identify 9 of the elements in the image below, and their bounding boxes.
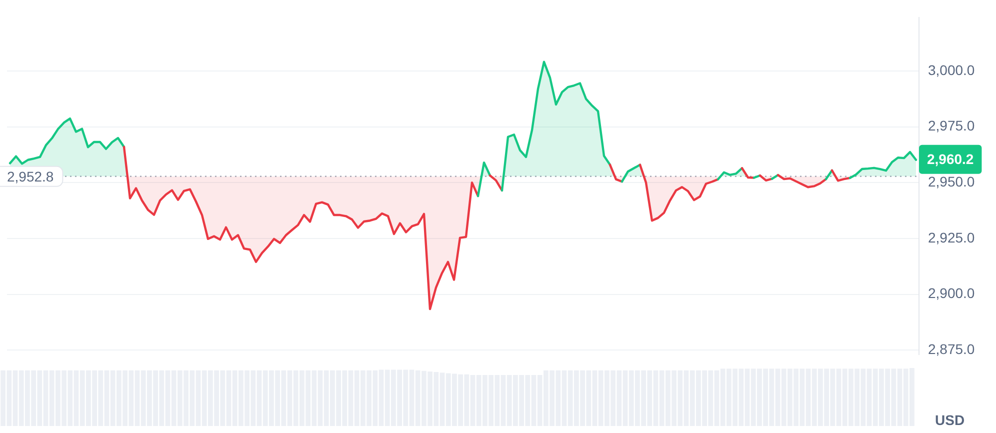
y-tick-label: 2,975.0 [928, 118, 975, 134]
ref-line-label: 2,952.8 [7, 168, 54, 184]
y-axis-title: USD [935, 412, 965, 428]
text: 2,960.2 [927, 151, 974, 168]
y-tick-label: 2,900.0 [928, 285, 975, 302]
y-tick-label: 2,950.0 [928, 174, 975, 190]
y-tick-label: 3,000.0 [928, 62, 975, 78]
y-tick-label: 2,925.0 [928, 229, 975, 246]
y-tick-label: 2,875.0 [928, 340, 975, 357]
